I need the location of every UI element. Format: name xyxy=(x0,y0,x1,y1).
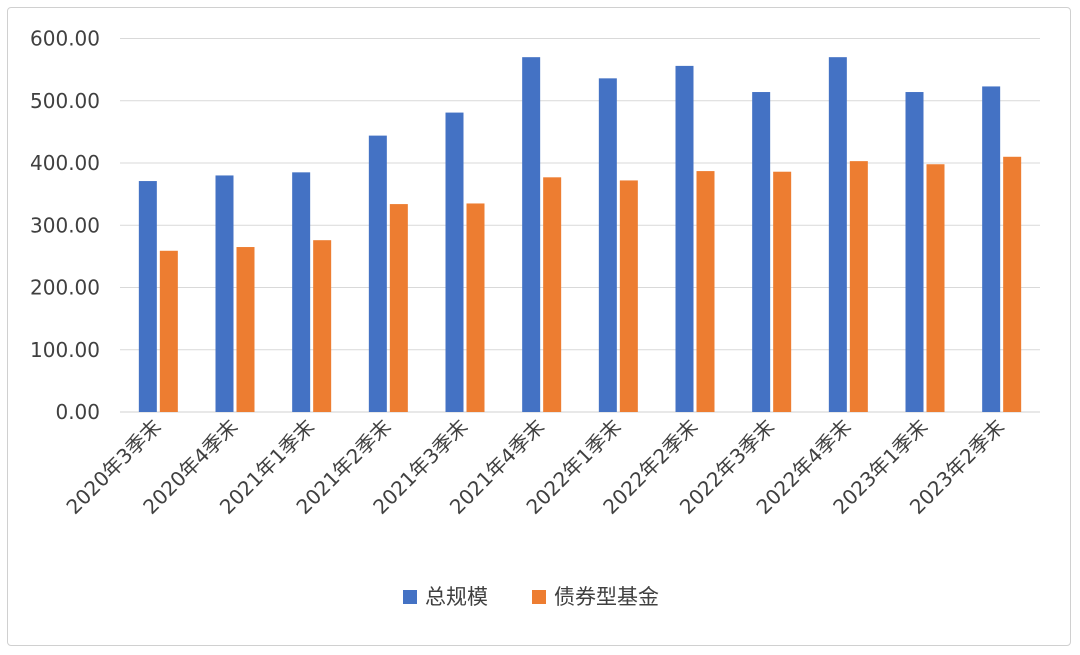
y-tick-label: 500.00 xyxy=(30,89,100,113)
y-tick-label: 300.00 xyxy=(30,213,100,237)
y-tick-label: 600.00 xyxy=(30,27,100,51)
bar-bond-fund xyxy=(926,164,945,412)
bar-total-scale xyxy=(138,181,157,412)
legend-label-bond-fund: 债券型基金 xyxy=(554,585,659,609)
bar-total-scale xyxy=(828,57,847,413)
y-tick-label: 200.00 xyxy=(30,276,100,300)
bar-bond-fund xyxy=(849,161,868,412)
legend: 总规模 债券型基金 xyxy=(403,585,659,609)
y-axis-ticks: 0.00 100.00 200.00 300.00 400.00 500.00 600.00 xyxy=(30,27,100,425)
bar-total-scale xyxy=(445,112,464,412)
bar-total-scale xyxy=(982,86,1001,413)
bar-bond-fund xyxy=(236,247,255,412)
bars xyxy=(138,57,1022,413)
bar-bond-fund xyxy=(773,171,792,412)
legend-swatch-total-scale xyxy=(403,590,417,604)
bar-total-scale xyxy=(368,135,387,413)
bar-total-scale xyxy=(598,78,617,412)
legend-label-total-scale: 总规模 xyxy=(425,585,488,609)
bar-bond-fund xyxy=(389,204,408,412)
bar-bond-fund xyxy=(466,203,485,412)
bar-total-scale xyxy=(292,172,311,412)
y-tick-label: 0.00 xyxy=(55,400,100,424)
x-axis-labels: 2020年3季末2020年4季末2021年1季末2021年2季末2021年3季末… xyxy=(61,415,1009,519)
bar-bond-fund xyxy=(543,177,562,412)
gridlines xyxy=(120,38,1040,413)
bar-bond-fund xyxy=(159,250,178,412)
bar-bond-fund xyxy=(1003,156,1022,412)
bar-total-scale xyxy=(905,92,924,412)
y-tick-label: 400.00 xyxy=(30,151,100,175)
bar-bond-fund xyxy=(696,171,715,412)
bar-bond-fund xyxy=(313,240,332,412)
legend-swatch-bond-fund xyxy=(532,590,546,604)
bar-total-scale xyxy=(675,65,694,412)
bar-total-scale xyxy=(522,57,541,413)
bar-total-scale xyxy=(752,92,771,412)
y-tick-label: 100.00 xyxy=(30,338,100,362)
bar-total-scale xyxy=(215,175,234,412)
bar-bond-fund xyxy=(619,180,638,412)
